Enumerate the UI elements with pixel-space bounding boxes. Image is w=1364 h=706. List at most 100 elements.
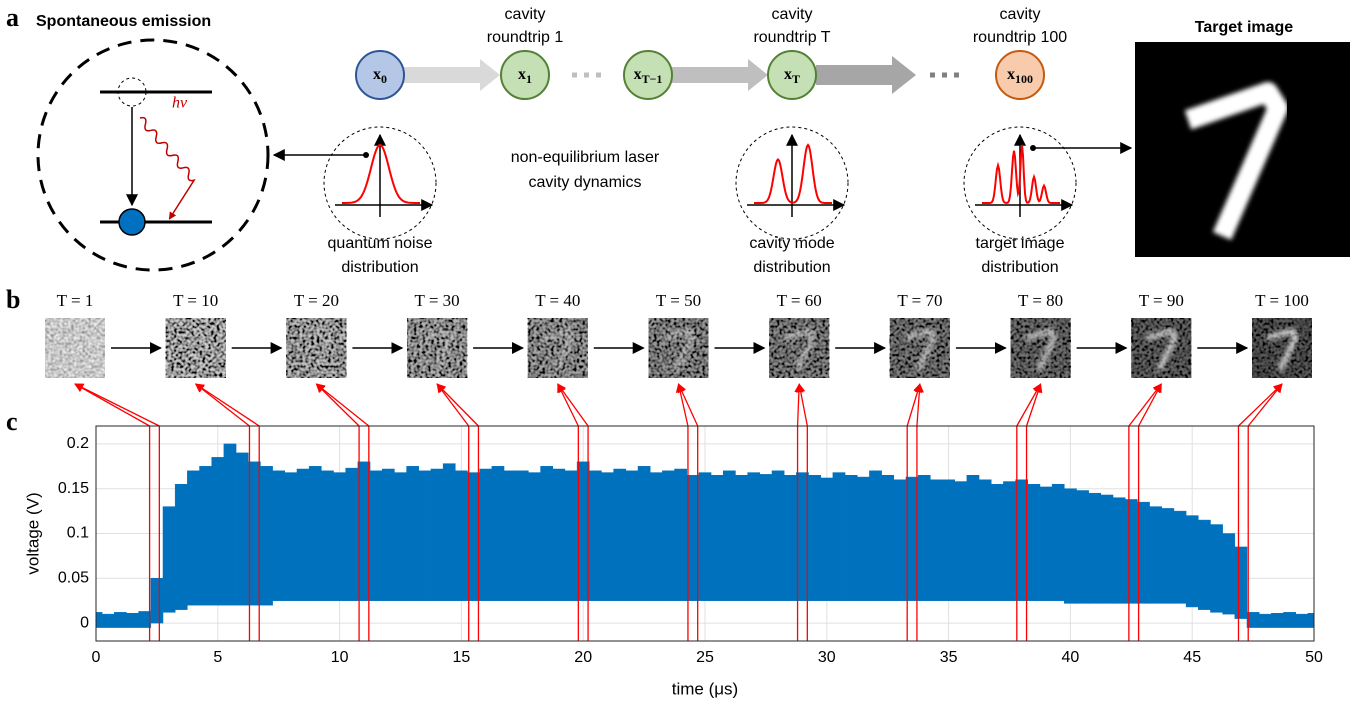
signal-band — [381, 468, 395, 601]
photon-label: hν — [172, 95, 188, 112]
signal-band — [1003, 481, 1016, 601]
node-subscript: 1 — [526, 72, 532, 86]
signal-band — [601, 472, 614, 601]
signal-band — [723, 470, 736, 601]
signal-band — [491, 466, 505, 601]
signal-band — [1258, 613, 1272, 628]
distribution-label: distribution — [981, 259, 1058, 276]
frame-digit — [542, 328, 575, 372]
window-pointer — [74, 383, 150, 427]
signal-band — [1064, 488, 1077, 604]
signal-band — [235, 452, 249, 606]
y-tick-label: 0.1 — [67, 525, 89, 542]
distribution-label: target image — [976, 235, 1065, 252]
node-subscript: 100 — [1015, 72, 1033, 86]
dot — [1030, 145, 1036, 151]
x-axis-label: time (μs) — [672, 679, 738, 698]
roundtrip-label: cavity — [772, 6, 813, 23]
node-label: x100 — [1007, 66, 1033, 86]
node — [500, 50, 550, 100]
signal-band — [637, 466, 651, 601]
node — [623, 50, 673, 100]
signal-band — [540, 466, 554, 601]
frame-digit — [662, 328, 695, 372]
signal-band — [260, 466, 273, 606]
target-title: Target image — [1195, 19, 1294, 36]
signal-band — [942, 479, 955, 601]
frame-digit — [904, 328, 937, 372]
signal-band — [990, 483, 1004, 601]
signal-band — [1234, 546, 1248, 619]
window-pointer — [1138, 383, 1162, 427]
signal-band — [1161, 508, 1175, 604]
node-label: x1 — [518, 66, 532, 86]
signal-band — [455, 470, 468, 601]
frame-digit — [783, 328, 816, 372]
window-pointer — [1025, 383, 1043, 427]
frame-label: T = 30 — [415, 291, 460, 310]
signal-band — [308, 466, 322, 601]
frame-label: T = 100 — [1255, 291, 1309, 310]
frame-label: T = 70 — [897, 291, 942, 310]
distribution-label: cavity mode — [749, 235, 834, 252]
window-pointer — [796, 383, 808, 427]
node — [355, 50, 405, 100]
signal-band — [1100, 494, 1114, 604]
signal-band — [1307, 612, 1315, 628]
signal-band — [1088, 492, 1102, 604]
signal-band — [1283, 612, 1296, 628]
y-tick-label: 0 — [80, 614, 89, 631]
frame-label: T = 40 — [535, 291, 580, 310]
signal-band — [479, 468, 493, 601]
signal-band — [747, 472, 761, 601]
node-symbol: x — [634, 66, 642, 83]
signal-band — [589, 470, 602, 601]
distribution-circle — [963, 126, 1077, 240]
frame-label: T = 50 — [656, 291, 701, 310]
signal-band — [1271, 612, 1284, 628]
signal-band — [333, 472, 346, 601]
signal-band — [857, 476, 870, 601]
signal-band — [698, 472, 712, 601]
panel-label: b — [6, 285, 20, 314]
signal-band — [223, 443, 237, 606]
signal-band — [394, 472, 407, 601]
node-subscript: 0 — [381, 72, 387, 86]
signal-band — [528, 472, 541, 601]
frame-label: T = 60 — [777, 291, 822, 310]
signal-band — [966, 475, 980, 601]
emission-diagram — [36, 38, 270, 272]
node-label: xT — [784, 66, 800, 86]
window-pointer — [1238, 383, 1283, 427]
signal-band — [613, 468, 627, 601]
y-tick-label: 0.05 — [58, 570, 89, 587]
signal-band — [649, 472, 663, 601]
signal-band — [1149, 506, 1162, 604]
signal-band — [1039, 486, 1053, 601]
signal-band — [771, 470, 785, 601]
frame-shade — [45, 318, 105, 378]
y-axis-label: voltage (V) — [23, 492, 42, 574]
signal-band — [832, 472, 846, 601]
signal-band — [1295, 613, 1309, 628]
x-tick-label: 35 — [940, 649, 958, 666]
signal-band — [345, 467, 359, 601]
signal-band — [126, 612, 139, 628]
signal-band — [1051, 483, 1065, 601]
node-subscript: T — [792, 72, 800, 86]
signal-band — [95, 612, 103, 628]
signal-band — [174, 483, 188, 610]
x-tick-label: 5 — [213, 649, 222, 666]
signal-band — [1185, 515, 1199, 608]
window-pointer — [557, 383, 579, 427]
window-pointer — [675, 383, 689, 427]
frame-label: T = 90 — [1139, 291, 1184, 310]
window-pointer — [436, 383, 470, 427]
frame-digit — [1266, 328, 1299, 372]
signal-band — [442, 463, 456, 601]
signal-band — [710, 475, 724, 601]
frame-digit — [180, 328, 213, 372]
y-tick-label: 0.2 — [67, 435, 89, 452]
roundtrip-arrows — [404, 56, 962, 94]
signal-band — [406, 466, 420, 601]
